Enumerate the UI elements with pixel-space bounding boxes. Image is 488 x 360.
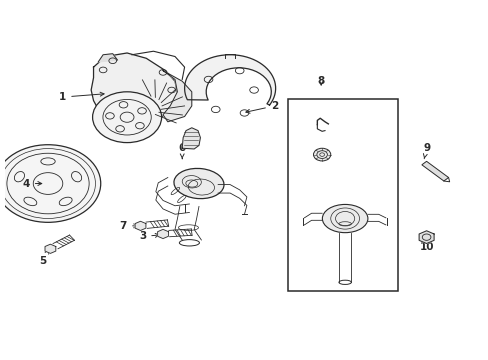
- Ellipse shape: [174, 168, 224, 199]
- Text: 9: 9: [422, 143, 429, 159]
- Text: 3: 3: [139, 231, 159, 242]
- Polygon shape: [135, 221, 145, 230]
- Text: 4: 4: [22, 179, 41, 189]
- Ellipse shape: [322, 204, 367, 233]
- Polygon shape: [421, 161, 447, 181]
- Circle shape: [0, 145, 101, 222]
- Polygon shape: [45, 244, 56, 253]
- Circle shape: [313, 148, 330, 161]
- Polygon shape: [91, 53, 177, 124]
- Text: 1: 1: [59, 92, 104, 102]
- Circle shape: [92, 92, 161, 143]
- Text: 6: 6: [178, 143, 185, 159]
- Polygon shape: [418, 231, 433, 243]
- Text: 10: 10: [419, 239, 433, 252]
- Bar: [287, 99, 397, 291]
- Polygon shape: [98, 54, 117, 62]
- Text: 2: 2: [245, 101, 278, 113]
- Text: 5: 5: [40, 250, 48, 266]
- Polygon shape: [184, 55, 275, 105]
- Text: 8: 8: [317, 76, 324, 86]
- Polygon shape: [157, 229, 168, 239]
- Text: 12: 12: [290, 134, 314, 144]
- Polygon shape: [182, 128, 200, 149]
- Text: 7: 7: [120, 221, 137, 231]
- Polygon shape: [163, 71, 191, 122]
- Text: 11: 11: [294, 165, 314, 174]
